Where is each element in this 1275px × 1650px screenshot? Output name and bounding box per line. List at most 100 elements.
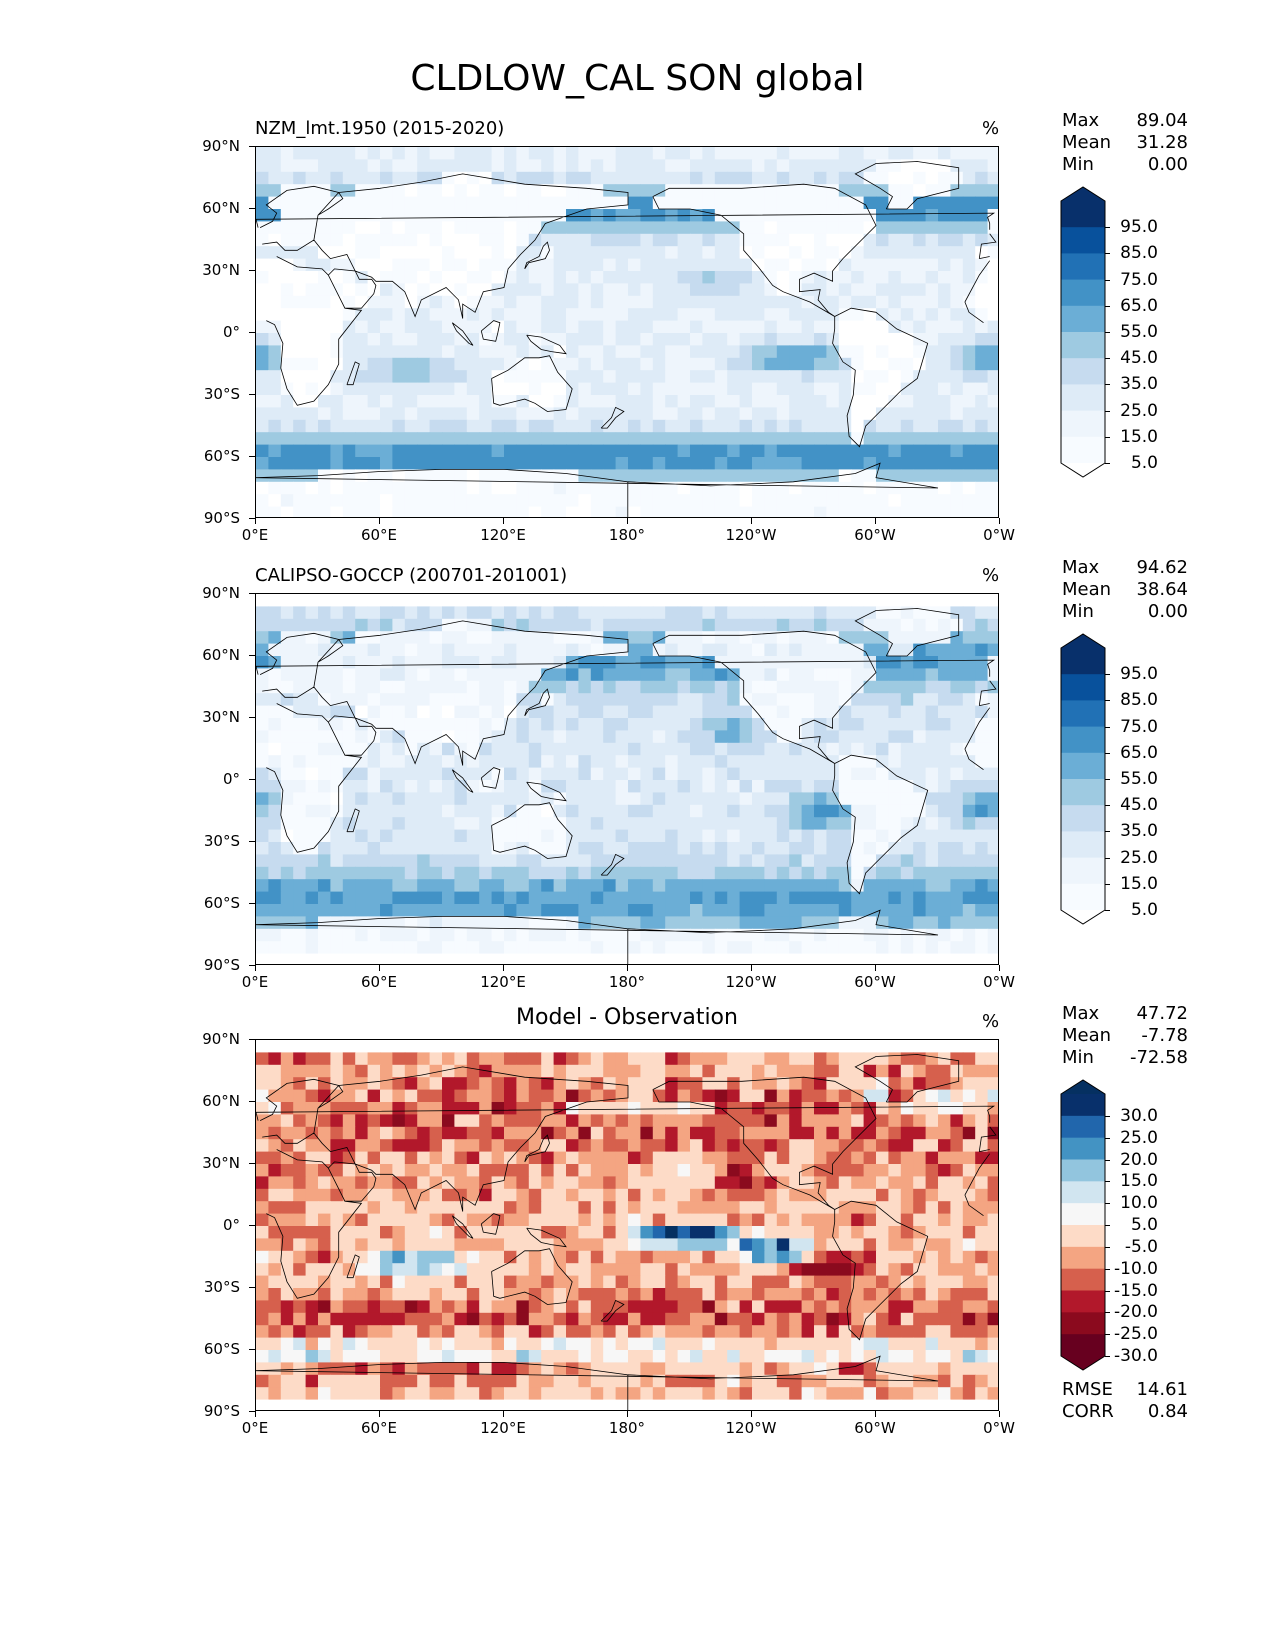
field-cell: [256, 606, 269, 620]
field-cell: [293, 295, 307, 309]
field-cell: [566, 804, 579, 818]
field-cell: [925, 1114, 939, 1128]
field-cell: [293, 606, 307, 620]
field-cell: [801, 209, 815, 222]
field-cell: [975, 171, 989, 185]
field-cell: [404, 928, 418, 942]
field-cell: [776, 742, 790, 756]
field-cell: [256, 879, 269, 893]
field-cell: [950, 1089, 964, 1103]
field-cell: [727, 618, 741, 632]
field-cell: [876, 742, 889, 756]
field-cell: [429, 680, 443, 694]
field-cell: [528, 333, 542, 346]
field-cell: [628, 817, 641, 831]
field-cell: [863, 792, 877, 806]
field-cell: [566, 1288, 579, 1301]
field-cell: [541, 1263, 555, 1277]
field-cell: [900, 718, 914, 731]
field-cell: [578, 1263, 592, 1277]
field-cell: [739, 184, 753, 198]
field-cell: [690, 357, 703, 371]
field-cell: [938, 1201, 951, 1215]
field-cell: [280, 295, 294, 309]
field-cell: [938, 594, 951, 607]
field-cell: [603, 457, 617, 470]
field-cell: [727, 928, 741, 942]
field-cell: [814, 382, 827, 396]
field-cell: [442, 1139, 455, 1153]
field-cell: [355, 494, 369, 508]
field-cell: [950, 1263, 964, 1277]
field-cell: [888, 680, 902, 694]
field-cell: [975, 916, 989, 930]
field-cell: [516, 1052, 530, 1066]
field-cell: [789, 693, 803, 707]
field-cell: [454, 196, 468, 210]
field-cell: [652, 457, 666, 470]
field-cell: [454, 1250, 468, 1264]
field-cell: [677, 370, 691, 384]
field-cell: [826, 755, 840, 769]
field-cell: [876, 594, 889, 607]
field-cell: [442, 506, 455, 517]
field-cell: [727, 804, 741, 818]
field-cell: [752, 1077, 765, 1091]
field-cell: [975, 1164, 989, 1177]
field-cell: [355, 866, 369, 880]
field-cell: [789, 1213, 803, 1227]
field-cell: [528, 370, 542, 384]
field-cell: [640, 271, 654, 284]
field-cell: [938, 1263, 951, 1277]
field-cell: [702, 792, 716, 806]
field-cell: [355, 481, 369, 495]
field-cell: [838, 866, 852, 880]
field-cell: [342, 1102, 356, 1115]
field-cell: [801, 333, 815, 346]
field-cell: [342, 382, 356, 396]
field-cell: [702, 1263, 716, 1277]
field-cell: [429, 357, 443, 371]
field-cell: [479, 656, 493, 669]
field-cell: [541, 147, 555, 160]
field-cell: [888, 196, 902, 210]
field-cell: [752, 953, 765, 964]
field-cell: [429, 804, 443, 818]
field-cell: [516, 854, 530, 868]
field-cell: [826, 1151, 840, 1165]
field-cell: [491, 407, 505, 421]
field-cell: [789, 643, 803, 657]
field-cell: [975, 780, 989, 793]
field-cell: [739, 295, 753, 309]
field-cell: [888, 258, 902, 272]
field-cell: [801, 506, 815, 517]
field-cell: [876, 879, 889, 893]
field-cell: [541, 382, 555, 396]
field-cell: [975, 233, 989, 247]
field-cell: [466, 357, 480, 371]
field-cell: [491, 209, 505, 222]
field-cell: [516, 879, 530, 893]
field-cell: [764, 1250, 778, 1264]
field-cell: [429, 1052, 443, 1066]
x-tick-mark: [999, 518, 1000, 524]
field-cell: [888, 345, 902, 359]
field-cell: [950, 419, 964, 433]
field-cell: [962, 395, 976, 408]
field-cell: [764, 879, 778, 893]
field-cell: [900, 904, 914, 917]
field-cell: [429, 953, 443, 964]
field-cell: [553, 1201, 567, 1215]
field-cell: [640, 246, 654, 260]
field-cell: [355, 767, 369, 781]
field-cell: [466, 1213, 480, 1227]
field-cell: [392, 916, 406, 930]
field-cell: [330, 1226, 344, 1239]
field-cell: [367, 866, 381, 880]
field-cell: [851, 1089, 865, 1103]
field-cell: [392, 481, 406, 495]
field-cell: [280, 842, 294, 855]
field-cell: [268, 196, 282, 210]
field-cell: [318, 594, 331, 607]
field-cell: [355, 159, 369, 173]
